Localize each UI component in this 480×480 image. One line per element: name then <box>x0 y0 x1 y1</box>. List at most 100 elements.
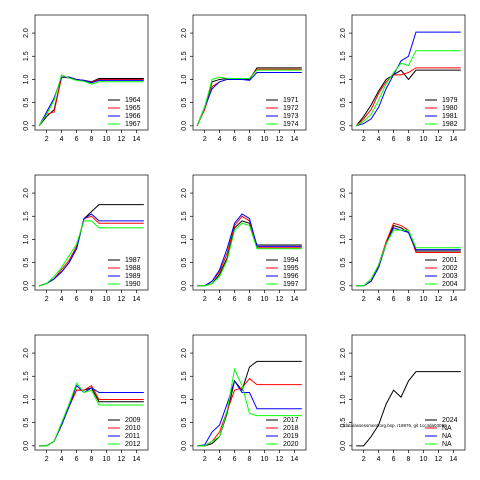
y-tick-label: 1.5 <box>340 211 347 221</box>
legend-label: 2019 <box>283 433 299 440</box>
legend-label: NA <box>442 433 452 440</box>
x-tick-label: 12 <box>275 136 283 143</box>
series-line <box>38 74 144 127</box>
legend-label: 2002 <box>442 265 458 272</box>
x-tick-label: 6 <box>392 456 396 463</box>
y-tick-label: 1.5 <box>23 211 30 221</box>
x-tick-label: 6 <box>233 296 237 303</box>
x-tick-label: 4 <box>218 296 222 303</box>
y-tick-label: 0.5 <box>23 258 30 268</box>
y-tick-label: 1.0 <box>340 74 347 84</box>
series-line <box>196 69 302 127</box>
legend-label: 1974 <box>283 121 299 128</box>
series-line <box>197 377 302 447</box>
y-tick-label: 2.0 <box>181 28 188 38</box>
y-tick-label: 0.0 <box>181 281 188 291</box>
y-tick-label: 2.0 <box>181 188 188 198</box>
series-line <box>39 213 144 287</box>
x-tick-label: 8 <box>407 296 411 303</box>
legend-label: 2012 <box>125 441 141 448</box>
y-tick-label: 1.0 <box>181 234 188 244</box>
x-tick-label: 4 <box>218 136 222 143</box>
y-tick-label: 0.5 <box>181 98 188 108</box>
y-tick-label: 0.5 <box>181 258 188 268</box>
y-tick-label: 2.0 <box>181 348 188 358</box>
y-tick-label: 1.5 <box>23 51 30 61</box>
x-tick-label: 12 <box>275 456 283 463</box>
y-tick-label: 0.5 <box>181 418 188 428</box>
x-tick-label: 10 <box>103 136 111 143</box>
x-tick-label: 10 <box>103 296 111 303</box>
annotation: /data/assessment/org.bsp, r18976, git 1c… <box>343 423 447 428</box>
x-tick-label: 14 <box>290 296 298 303</box>
x-tick-label: 14 <box>449 136 457 143</box>
y-tick-label: 0.5 <box>340 98 347 108</box>
x-tick-label: 4 <box>377 296 381 303</box>
x-tick-label: 6 <box>233 456 237 463</box>
y-tick-label: 2.0 <box>340 188 347 198</box>
legend-label: 2010 <box>125 425 141 432</box>
x-tick-label: 14 <box>132 456 140 463</box>
legend-label: 1972 <box>283 105 299 112</box>
x-tick-label: 2 <box>362 456 366 463</box>
legend-label: 1979 <box>442 97 458 104</box>
legend-label: 2020 <box>283 441 299 448</box>
y-tick-label: 1.0 <box>340 394 347 404</box>
legend-label: 2004 <box>442 281 458 288</box>
x-tick-label: 14 <box>290 136 298 143</box>
series-line <box>196 67 302 127</box>
y-tick-label: 2.0 <box>23 28 30 38</box>
x-tick-label: 6 <box>75 296 79 303</box>
series-line <box>356 227 461 287</box>
x-tick-label: 8 <box>248 296 252 303</box>
x-tick-label: 4 <box>60 296 64 303</box>
x-tick-label: 12 <box>434 456 442 463</box>
x-tick-label: 2 <box>362 136 366 143</box>
legend-label: 1971 <box>283 97 299 104</box>
y-tick-label: 0.0 <box>340 441 347 451</box>
series-line <box>355 67 461 127</box>
x-tick-label: 4 <box>218 456 222 463</box>
series-line <box>39 220 144 287</box>
series-line <box>197 222 302 287</box>
x-tick-label: 14 <box>132 136 140 143</box>
legend-label: 1965 <box>125 105 141 112</box>
legend-label: 1980 <box>442 105 458 112</box>
y-tick-label: 2.0 <box>23 188 30 198</box>
x-tick-label: 10 <box>103 456 111 463</box>
legend-label: 2009 <box>125 417 141 424</box>
x-tick-label: 10 <box>420 296 428 303</box>
y-tick-label: 1.5 <box>181 371 188 381</box>
x-tick-label: 8 <box>90 136 94 143</box>
legend-label: 1964 <box>125 97 141 104</box>
series-line <box>39 382 144 447</box>
x-tick-label: 6 <box>233 136 237 143</box>
y-tick-label: 1.5 <box>181 51 188 61</box>
legend-label: NA <box>442 441 452 448</box>
x-tick-label: 6 <box>75 456 79 463</box>
y-tick-label: 1.0 <box>23 74 30 84</box>
x-tick-label: 8 <box>407 456 411 463</box>
legend-label: 2024 <box>442 417 458 424</box>
x-tick-label: 8 <box>407 136 411 143</box>
legend-label: 1989 <box>125 273 141 280</box>
x-tick-label: 2 <box>45 296 49 303</box>
x-tick-label: 10 <box>420 456 428 463</box>
y-tick-label: 0.5 <box>23 98 30 108</box>
legend-label: NA <box>442 425 452 432</box>
y-tick-label: 0.0 <box>23 281 30 291</box>
y-tick-label: 0.0 <box>23 121 30 131</box>
y-tick-label: 0.0 <box>181 121 188 131</box>
series-line <box>197 367 302 447</box>
x-tick-label: 8 <box>248 456 252 463</box>
y-tick-label: 1.0 <box>340 234 347 244</box>
y-tick-label: 0.0 <box>340 281 347 291</box>
x-tick-label: 2 <box>203 296 207 303</box>
x-tick-label: 2 <box>362 296 366 303</box>
y-tick-label: 0.0 <box>181 441 188 451</box>
legend-label: 1981 <box>442 113 458 120</box>
x-tick-label: 4 <box>60 456 64 463</box>
x-tick-label: 8 <box>248 136 252 143</box>
legend-label: 1966 <box>125 113 141 120</box>
